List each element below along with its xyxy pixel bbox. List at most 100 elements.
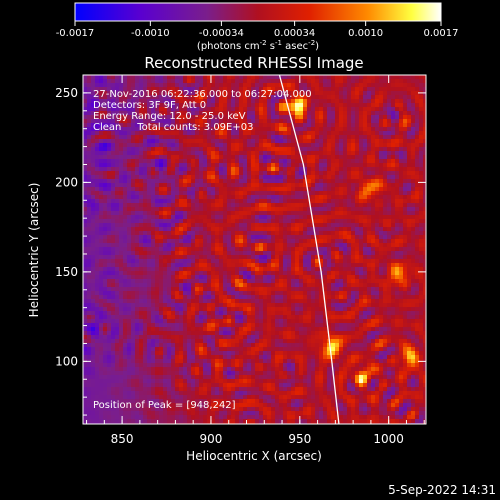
- heatmap-cell: [419, 279, 424, 284]
- heatmap-cell: [371, 131, 376, 136]
- heatmap-cell: [271, 279, 276, 284]
- heatmap-cell: [275, 263, 280, 268]
- heatmap-cell: [203, 175, 208, 180]
- heatmap-cell: [307, 267, 312, 272]
- heatmap-cell: [91, 127, 96, 132]
- heatmap-cell: [323, 291, 328, 296]
- heatmap-cell: [147, 135, 152, 140]
- heatmap-cell: [387, 243, 392, 248]
- heatmap-cell: [355, 187, 360, 192]
- heatmap-cell: [203, 195, 208, 200]
- heatmap-cell: [235, 95, 240, 100]
- heatmap-cell: [191, 223, 196, 228]
- heatmap-cell: [327, 183, 332, 188]
- heatmap-cell: [159, 219, 164, 224]
- heatmap-cell: [407, 243, 412, 248]
- heatmap-cell: [371, 179, 376, 184]
- heatmap-cell: [403, 243, 408, 248]
- heatmap-cell: [403, 299, 408, 304]
- heatmap-cell: [187, 243, 192, 248]
- heatmap-cell: [387, 175, 392, 180]
- heatmap-cell: [327, 263, 332, 268]
- heatmap-cell: [271, 103, 276, 108]
- heatmap-cell: [219, 287, 224, 292]
- heatmap-cell: [123, 107, 128, 112]
- heatmap-cell: [259, 287, 264, 292]
- heatmap-cell: [219, 163, 224, 168]
- heatmap-cell: [271, 111, 276, 116]
- heatmap-cell: [299, 187, 304, 192]
- heatmap-cell: [271, 75, 276, 80]
- heatmap-cell: [123, 163, 128, 168]
- heatmap-cell: [203, 139, 208, 144]
- heatmap-cell: [355, 303, 360, 308]
- heatmap-cell: [343, 139, 348, 144]
- heatmap-cell: [123, 183, 128, 188]
- heatmap-cell: [371, 183, 376, 188]
- heatmap-cell: [207, 191, 212, 196]
- heatmap-cell: [235, 139, 240, 144]
- heatmap-cell: [131, 123, 136, 128]
- heatmap-cell: [251, 147, 256, 152]
- heatmap-cell: [343, 287, 348, 292]
- heatmap-cell: [103, 267, 108, 272]
- heatmap-cell: [323, 91, 328, 96]
- heatmap-cell: [151, 283, 156, 288]
- heatmap-cell: [151, 95, 156, 100]
- heatmap-cell: [351, 75, 356, 80]
- heatmap-cell: [271, 143, 276, 148]
- heatmap-cell: [299, 199, 304, 204]
- heatmap-cell: [355, 95, 360, 100]
- heatmap-cell: [119, 107, 124, 112]
- heatmap-cell: [367, 227, 372, 232]
- heatmap-cell: [367, 179, 372, 184]
- heatmap-cell: [275, 135, 280, 140]
- heatmap-cell: [159, 243, 164, 248]
- heatmap-cell: [303, 127, 308, 132]
- heatmap-cell: [127, 115, 132, 120]
- heatmap-cell: [419, 75, 424, 80]
- heatmap-cell: [327, 79, 332, 84]
- heatmap-cell: [371, 99, 376, 104]
- heatmap-cell: [419, 179, 424, 184]
- heatmap-cell: [355, 123, 360, 128]
- heatmap-cell: [231, 275, 236, 280]
- heatmap-cell: [307, 187, 312, 192]
- heatmap-cell: [299, 83, 304, 88]
- heatmap-cell: [375, 91, 380, 96]
- heatmap-cell: [163, 159, 168, 164]
- heatmap-cell: [247, 95, 252, 100]
- heatmap-cell: [363, 135, 368, 140]
- heatmap-cell: [203, 103, 208, 108]
- heatmap-cell: [303, 99, 308, 104]
- heatmap-cell: [419, 215, 424, 220]
- heatmap-cell: [339, 87, 344, 92]
- heatmap-cell: [395, 143, 400, 148]
- heatmap-cell: [143, 179, 148, 184]
- heatmap-cell: [367, 279, 372, 284]
- heatmap-cell: [199, 127, 204, 132]
- heatmap-cell: [111, 123, 116, 128]
- heatmap-cell: [387, 99, 392, 104]
- heatmap-cell: [91, 143, 96, 148]
- heatmap-cell: [143, 207, 148, 212]
- heatmap-cell: [363, 75, 368, 80]
- heatmap-cell: [411, 107, 416, 112]
- heatmap-cell: [115, 299, 120, 304]
- heatmap-cell: [219, 283, 224, 288]
- heatmap-cell: [251, 91, 256, 96]
- heatmap-cell: [171, 115, 176, 120]
- heatmap-cell: [355, 99, 360, 104]
- heatmap-cell: [295, 119, 300, 124]
- heatmap-cell: [351, 159, 356, 164]
- heatmap-cell: [411, 151, 416, 156]
- heatmap-cell: [175, 147, 180, 152]
- heatmap-cell: [211, 295, 216, 300]
- heatmap-cell: [163, 283, 168, 288]
- heatmap-cell: [199, 167, 204, 172]
- heatmap-cell: [343, 223, 348, 228]
- heatmap-cell: [295, 147, 300, 152]
- heatmap-cell: [207, 131, 212, 136]
- heatmap-cell: [267, 123, 272, 128]
- heatmap-cell: [255, 115, 260, 120]
